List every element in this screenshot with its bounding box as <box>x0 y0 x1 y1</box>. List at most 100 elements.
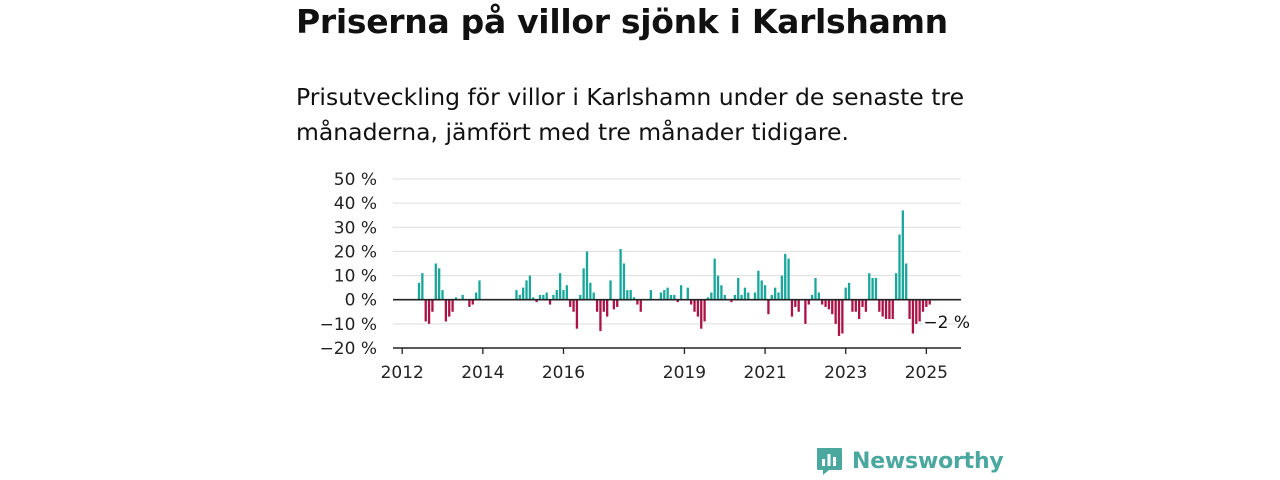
bar <box>478 280 481 300</box>
bar <box>790 299 794 317</box>
bar <box>609 280 612 300</box>
bar <box>881 299 884 317</box>
brand-name: Newsworthy <box>852 448 1004 474</box>
bar <box>841 299 844 334</box>
x-tick-label: 2025 <box>905 363 948 383</box>
bar <box>619 249 622 300</box>
x-tick-label: 2019 <box>663 363 706 383</box>
bar <box>417 282 421 300</box>
bar <box>592 292 595 300</box>
y-tick-label: 30 % <box>334 218 377 238</box>
bar <box>784 253 787 300</box>
bar <box>669 294 673 300</box>
bar <box>569 299 572 307</box>
bar <box>713 258 716 300</box>
bar <box>616 299 619 307</box>
bar <box>690 299 693 305</box>
bar <box>763 285 767 300</box>
bar <box>696 299 700 317</box>
gridlines <box>393 178 961 349</box>
bar <box>834 299 837 324</box>
bar <box>703 299 706 322</box>
bar <box>878 299 881 312</box>
bar <box>673 294 676 300</box>
bar <box>427 299 431 324</box>
bar <box>740 294 743 300</box>
bar <box>663 290 666 300</box>
bar <box>747 292 750 300</box>
latest-value-annotation: −2 % <box>923 313 970 333</box>
bar <box>589 282 592 300</box>
bar <box>434 263 437 300</box>
bar <box>471 299 474 305</box>
bar <box>626 290 629 300</box>
bar <box>582 268 585 300</box>
bar <box>921 299 925 312</box>
bar <box>444 299 448 322</box>
bar <box>515 290 518 300</box>
bar <box>575 299 579 329</box>
bar <box>438 268 441 300</box>
bar <box>716 275 720 300</box>
bar <box>824 299 827 307</box>
bar <box>874 277 878 300</box>
bar <box>595 299 599 312</box>
y-tick-label: −10 % <box>320 315 377 335</box>
bar <box>649 290 652 300</box>
bar <box>915 299 918 324</box>
bar <box>612 299 616 310</box>
bar <box>854 299 857 312</box>
bar <box>562 290 565 300</box>
y-tick-label: 10 % <box>334 267 377 287</box>
newsworthy-brand[interactable]: Newsworthy <box>815 446 1004 476</box>
bar <box>827 299 831 310</box>
bar <box>700 299 703 329</box>
bar <box>861 299 864 307</box>
bar <box>851 299 854 312</box>
bar <box>844 287 847 300</box>
bar <box>864 299 868 312</box>
x-tick-label: 2023 <box>824 363 867 383</box>
bar <box>837 299 841 336</box>
bar <box>821 299 824 305</box>
bar <box>894 273 898 300</box>
bar <box>911 299 915 334</box>
bar <box>770 294 773 300</box>
bar <box>579 294 582 300</box>
bar <box>518 294 521 300</box>
bar <box>760 280 763 300</box>
bar <box>636 299 639 305</box>
bar <box>532 297 535 300</box>
bar <box>737 277 740 300</box>
bar <box>925 299 928 307</box>
bar <box>847 282 851 300</box>
newsworthy-logo-icon <box>817 448 842 475</box>
bar <box>548 299 552 305</box>
bar <box>693 299 696 312</box>
bar <box>629 290 632 300</box>
bar <box>908 299 911 320</box>
bar <box>599 299 602 332</box>
x-tick-label: 2021 <box>743 363 786 383</box>
bar <box>474 292 478 300</box>
bar <box>572 299 575 312</box>
bar <box>565 285 568 300</box>
bar-series <box>417 210 931 336</box>
bar <box>448 299 451 317</box>
bar <box>552 294 555 300</box>
bar <box>558 273 562 300</box>
bar <box>461 294 464 300</box>
bar <box>720 285 723 300</box>
bar <box>528 275 532 300</box>
chart-subtitle: Prisutveckling för villor i Karlshamn un… <box>296 83 965 146</box>
bar <box>431 299 434 312</box>
bar <box>585 251 589 300</box>
bar <box>454 297 458 300</box>
bar <box>787 258 790 300</box>
bar <box>898 234 901 300</box>
bar <box>757 270 760 300</box>
bar <box>545 292 548 300</box>
bar <box>891 299 894 320</box>
bar <box>602 299 605 312</box>
bar <box>525 280 528 300</box>
